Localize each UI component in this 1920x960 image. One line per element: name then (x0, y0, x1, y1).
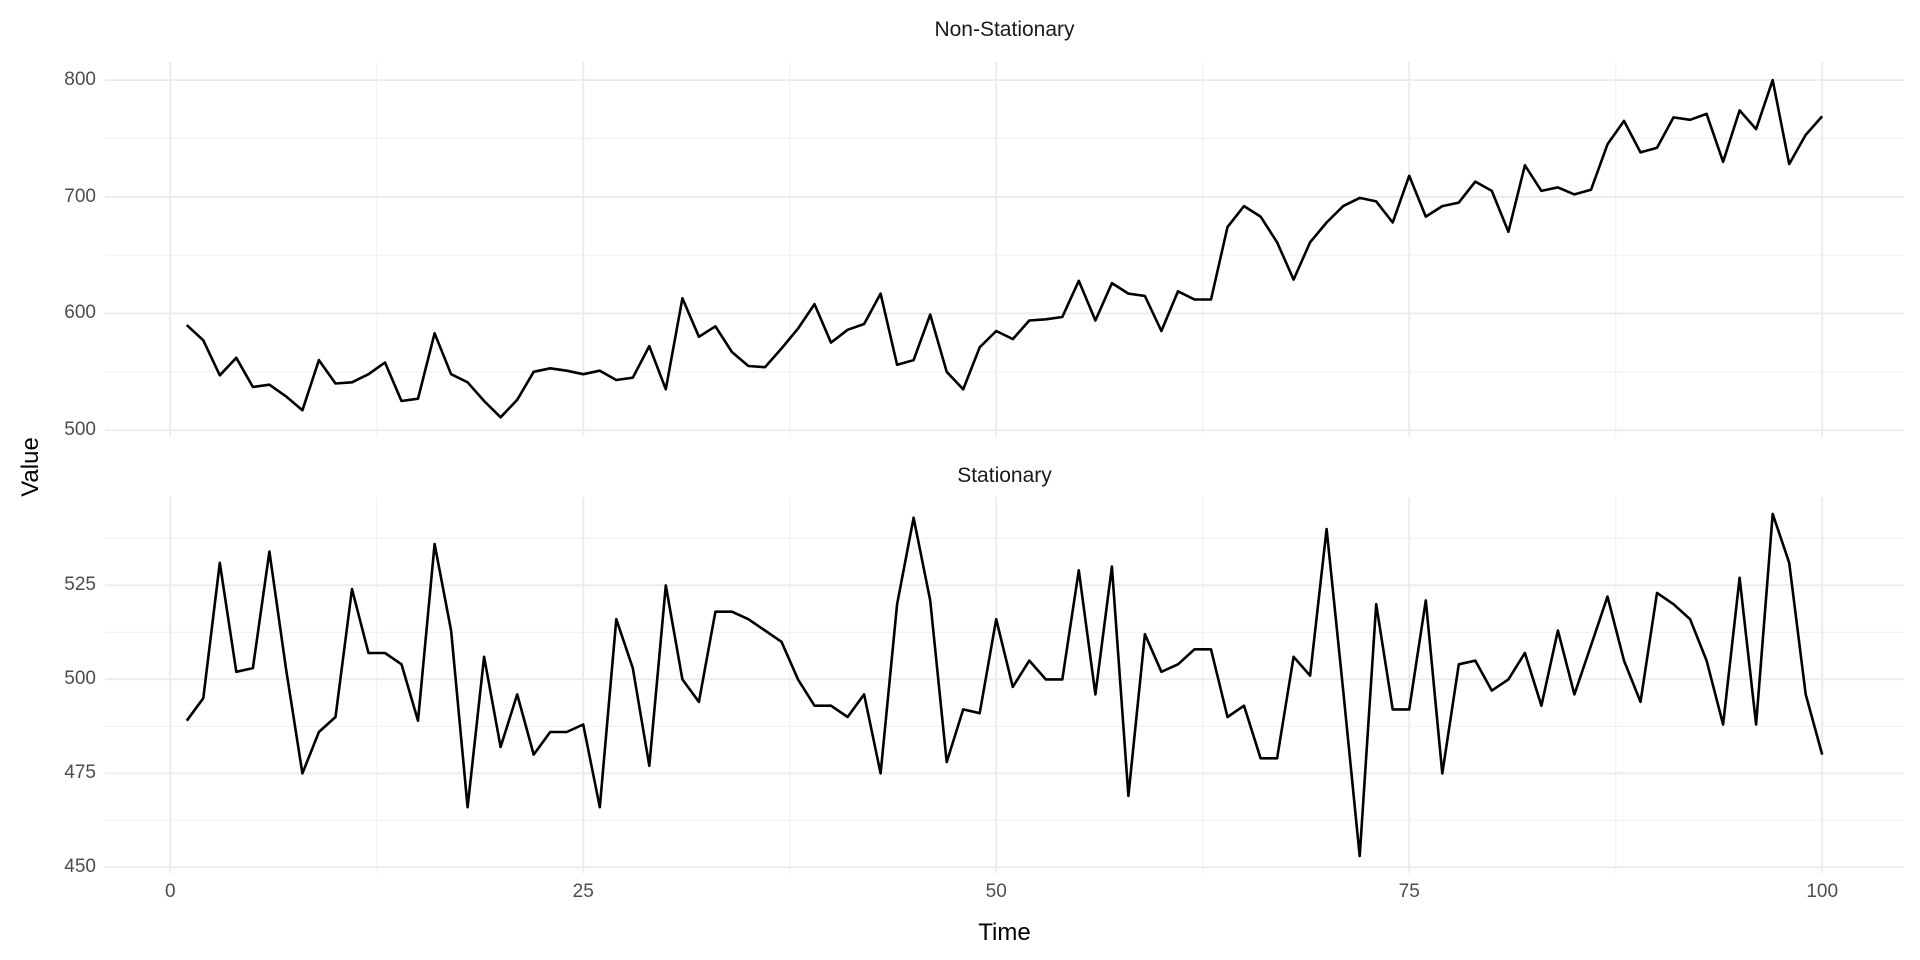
panel-stationary (105, 497, 1904, 873)
x-tick-label: 0 (164, 881, 176, 902)
x-axis-title: Time (978, 919, 1031, 946)
series-line-stationary (185, 512, 1824, 858)
y-tick-label: 525 (64, 574, 96, 596)
x-tick-label: 50 (985, 881, 1007, 902)
facet-title-stationary: Stationary (957, 464, 1052, 487)
y-tick-label: 500 (64, 668, 96, 690)
facet-title-non-stationary: Non-Stationary (934, 18, 1075, 41)
x-tick-label: 100 (1806, 881, 1839, 902)
y-tick-label: 700 (64, 185, 96, 207)
y-tick-label: 450 (64, 856, 96, 878)
y-axis-title: Value (17, 437, 44, 497)
y-tick-label: 475 (64, 762, 96, 784)
y-tick-label: 800 (64, 69, 96, 91)
y-tick-label: 600 (64, 302, 96, 324)
y-tick-label: 500 (64, 419, 96, 441)
x-tick-label: 25 (572, 881, 594, 902)
x-tick-label: 75 (1398, 881, 1420, 902)
panel-non-stationary (105, 62, 1904, 436)
series-line-non-stationary (185, 78, 1824, 419)
